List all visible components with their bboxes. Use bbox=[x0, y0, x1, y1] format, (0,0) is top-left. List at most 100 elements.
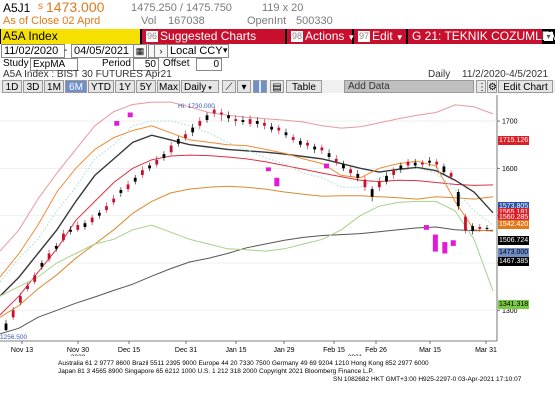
suggested-charts-label: Suggested Charts bbox=[160, 29, 257, 43]
candle-body bbox=[26, 285, 29, 289]
candle-body bbox=[385, 175, 388, 182]
start-date-field[interactable]: 11/02/2020 bbox=[1, 44, 65, 58]
candle-body bbox=[141, 170, 144, 175]
candle-body bbox=[4, 323, 8, 331]
footer-line-3: SN 1082682 HKT GMT+3:00 H925-2297-0 03-A… bbox=[333, 376, 522, 383]
period-1m-button[interactable]: 1M bbox=[44, 80, 64, 93]
quote-header: A5J1 s 1473.000 1475.250 / 1475.750 119 … bbox=[0, 0, 555, 29]
calendar-icon[interactable]: ▦ bbox=[133, 44, 147, 58]
chart-type-caret-icon[interactable]: ▾ bbox=[237, 80, 251, 93]
settings-icon[interactable]: ⚙ bbox=[487, 80, 497, 93]
period-toolbar: 1D 3D 1M 6M YTD 1Y 5Y Max Daily ▾ ⟋ ▾ ┃ ▤… bbox=[0, 80, 555, 93]
value-label: 1565.181 bbox=[498, 208, 530, 217]
candle-body bbox=[363, 179, 367, 188]
period-1d-button[interactable]: 1D bbox=[2, 80, 22, 93]
year-label: 2021 bbox=[348, 354, 363, 356]
signal-mark bbox=[432, 234, 438, 252]
period-6m-button[interactable]: 6M bbox=[65, 80, 87, 93]
candle-body bbox=[112, 198, 116, 203]
volume-value: 167038 bbox=[168, 15, 205, 27]
period-1y-button[interactable]: 1Y bbox=[115, 80, 135, 93]
x-tick-label: Feb 26 bbox=[365, 347, 387, 354]
signal-mark bbox=[450, 240, 456, 246]
volume-label: Vol bbox=[141, 15, 157, 27]
table-button[interactable]: Table bbox=[286, 80, 322, 93]
study-select[interactable]: ExpMA bbox=[30, 58, 78, 71]
footer-line-2: Japan 81 3 4565 8900 Singapore 65 6212 1… bbox=[58, 368, 374, 375]
footer-line-1: Australia 61 2 9777 8600 Brazil 5511 239… bbox=[58, 360, 429, 367]
candle-body bbox=[428, 160, 431, 163]
candle-body bbox=[349, 169, 352, 174]
edit-chart-button[interactable]: Edit Chart bbox=[498, 80, 553, 93]
lo-annotation: 1256.500 bbox=[0, 334, 27, 341]
candle-body bbox=[392, 170, 396, 175]
candle-body bbox=[485, 227, 489, 229]
footer: Australia 61 2 9777 8600 Brazil 5511 239… bbox=[0, 357, 555, 400]
chart-grid bbox=[0, 95, 498, 342]
x-tick-label: Nov 30 bbox=[67, 347, 89, 354]
candle-body bbox=[399, 165, 403, 170]
end-date-field[interactable]: 04/05/2021 bbox=[71, 44, 135, 58]
candle-body bbox=[47, 253, 51, 260]
candle-body bbox=[370, 189, 374, 197]
as-of-close: As of Close 02 Aprd bbox=[3, 15, 101, 27]
candle-body bbox=[11, 310, 15, 318]
candle-body bbox=[169, 145, 173, 153]
dropdown-icon[interactable]: ▾ bbox=[544, 32, 553, 41]
study-label: Study bbox=[3, 58, 29, 69]
value-label: 1341.318 bbox=[498, 300, 530, 309]
candle-body bbox=[62, 233, 65, 241]
candle-body bbox=[105, 206, 108, 210]
edit-label: Edit bbox=[372, 29, 393, 43]
ma-line bbox=[0, 125, 494, 278]
offset-field[interactable]: 0 bbox=[196, 58, 222, 71]
actions-button[interactable]: 98 Actions ▼ bbox=[287, 29, 355, 44]
next-arrow-icon[interactable]: › bbox=[154, 44, 168, 58]
study-row: Study ExpMA Period 50 Offset 0 bbox=[0, 58, 555, 71]
period-ytd-button[interactable]: YTD bbox=[88, 80, 114, 93]
candle-body bbox=[449, 173, 453, 177]
candlesticks bbox=[4, 106, 489, 332]
period-max-button[interactable]: Max bbox=[157, 80, 180, 93]
candle-body bbox=[40, 262, 44, 267]
chart-title-button[interactable]: G 21: TEKNIK COZUMLEM… bbox=[408, 29, 555, 44]
security-description: A5A Index : BIST 30 FUTURES Apr21 bbox=[3, 69, 172, 80]
signal-mark bbox=[274, 177, 280, 187]
candle-body bbox=[377, 181, 381, 188]
candle-body bbox=[126, 184, 130, 190]
add-data-field[interactable]: Add Data bbox=[344, 80, 474, 93]
suggested-charts-button[interactable]: 96 Suggested Charts bbox=[142, 29, 285, 44]
chart-background bbox=[0, 93, 555, 356]
candle-chart-icon[interactable]: ┃ bbox=[253, 80, 267, 93]
candle-body bbox=[248, 119, 252, 124]
offset-label: Offset bbox=[163, 58, 190, 69]
candle-body bbox=[464, 216, 467, 231]
period-field[interactable]: 50 bbox=[133, 58, 159, 71]
frequency-select-label: Daily bbox=[184, 82, 207, 93]
candle-body bbox=[471, 226, 475, 231]
edit-button[interactable]: 97 Edit ▼ bbox=[354, 29, 406, 44]
candle-body bbox=[420, 162, 424, 165]
security-input[interactable]: A5A Index bbox=[1, 29, 140, 44]
bid-ask-size: 119 x 20 bbox=[262, 2, 304, 14]
signal-mark bbox=[127, 112, 133, 118]
currency-select[interactable]: Local CCY bbox=[167, 44, 229, 58]
frequency-caret-icon: ▾ bbox=[208, 85, 212, 92]
candle-body bbox=[33, 275, 37, 282]
grip-icon: ⋮ bbox=[476, 80, 487, 93]
period-5y-button[interactable]: 5Y bbox=[136, 80, 156, 93]
period-3d-button[interactable]: 3D bbox=[23, 80, 43, 93]
line-chart-icon[interactable]: ⟋ bbox=[222, 80, 236, 93]
table-icon[interactable]: ▤ bbox=[270, 80, 284, 93]
openint-value: 500330 bbox=[296, 15, 333, 27]
y-tick-label: 1300 bbox=[502, 308, 518, 315]
signal-mark bbox=[324, 163, 330, 169]
candle-body bbox=[198, 121, 202, 126]
candle-body bbox=[97, 212, 101, 216]
ma-line bbox=[0, 101, 494, 252]
signal-mark bbox=[442, 242, 448, 254]
frequency-select[interactable]: Daily ▾ bbox=[181, 80, 219, 93]
date-separator: - bbox=[64, 45, 68, 56]
